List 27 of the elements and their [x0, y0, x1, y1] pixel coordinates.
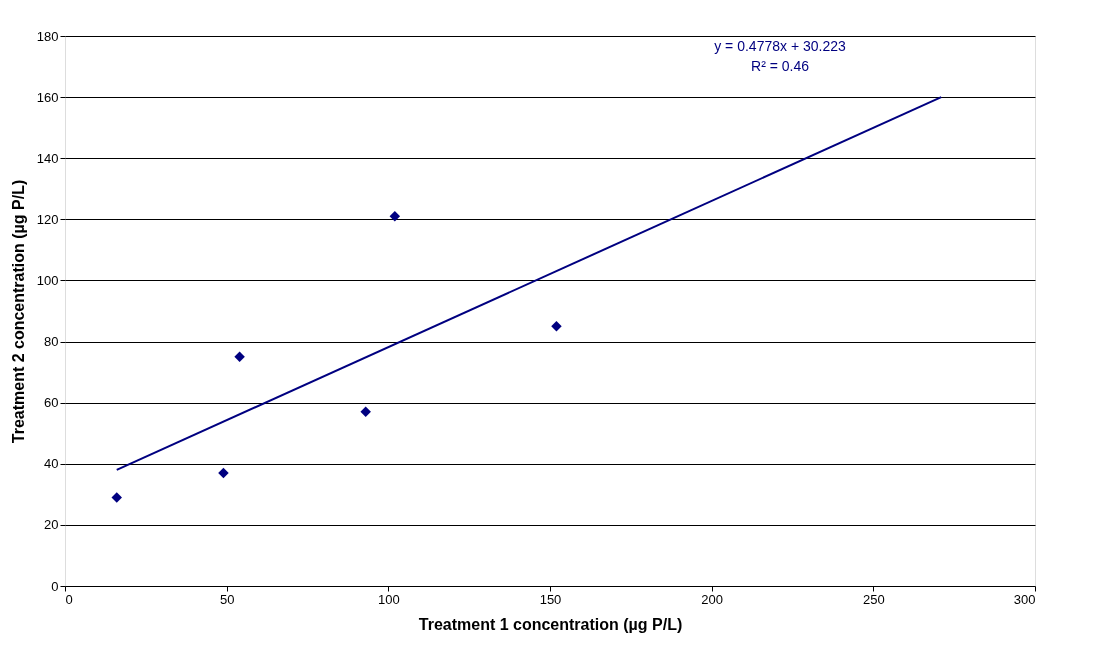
- x-tick-label: 50: [219, 591, 235, 607]
- point: [234, 351, 245, 363]
- x-tick-label: 300: [1013, 591, 1036, 607]
- x-axis-title: Treatment 1 concentration (µg P/L): [418, 615, 683, 633]
- x-tick-label: 200: [701, 591, 724, 607]
- y-tick-label: 20: [44, 517, 59, 533]
- point: [360, 406, 371, 418]
- x-tick-label: 250: [862, 591, 885, 607]
- point: [111, 492, 122, 503]
- point: [389, 211, 401, 222]
- annotation: R² = 0.46: [751, 58, 810, 74]
- y-tick-label: 160: [36, 89, 59, 105]
- y-tick-label: 180: [36, 28, 59, 44]
- point: [218, 467, 229, 479]
- x-tick-label: 0: [65, 591, 73, 607]
- point: [551, 321, 562, 332]
- y-tick-label: 100: [36, 272, 59, 288]
- y-tick-label: 140: [36, 150, 59, 166]
- y-axis-title: Treatment 2 concentration (µg P/L): [9, 179, 27, 444]
- y-tick-label: 40: [44, 456, 59, 472]
- x-tick-label: 100: [377, 591, 400, 607]
- y-tick-label: 0: [51, 578, 59, 594]
- y-tick-label: 80: [44, 334, 59, 350]
- annotation: y = 0.4778x + 30.223: [714, 38, 846, 54]
- y-tick-label: 120: [36, 211, 59, 227]
- x-tick-label: 150: [539, 591, 562, 607]
- y-tick-label: 60: [44, 395, 59, 411]
